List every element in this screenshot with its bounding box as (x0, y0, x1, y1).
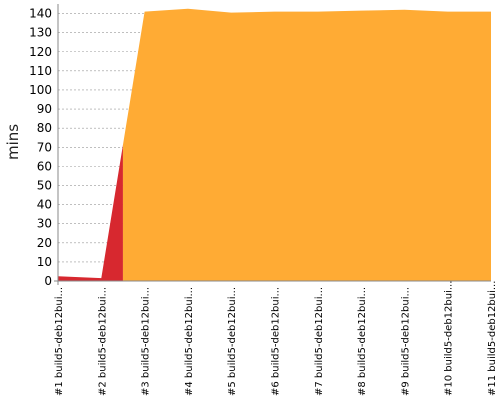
y-tick-label: 10 (37, 255, 52, 269)
y-tick-label: 20 (37, 236, 52, 250)
y-tick-label: 60 (37, 159, 52, 173)
y-tick-label: 80 (37, 121, 52, 135)
y-tick-labels: 0 10 20 30 40 50 60 70 80 90 100 110 120 130 140 (29, 7, 52, 288)
y-tick-label: 140 (29, 7, 52, 21)
y-tick-label: 30 (37, 217, 52, 231)
x-tick-label: #1 build5-deb12bui... (54, 287, 65, 396)
x-tick-label: #7 build5-deb12bui... (314, 287, 325, 396)
y-tick-label: 70 (37, 140, 52, 154)
x-tick-label: #9 build5-deb12bui... (400, 287, 411, 396)
x-tick-label: #6 build5-deb12bui... (271, 287, 282, 396)
series-area-success (122, 8, 491, 282)
y-tick-label: 110 (29, 64, 52, 78)
y-tick-label: 90 (37, 102, 52, 116)
series-area-failed (58, 144, 123, 281)
x-tick-label: #5 build5-deb12bui... (227, 287, 238, 396)
y-tick-label: 100 (29, 83, 52, 97)
x-tick-label: #2 build5-deb12bui... (97, 287, 108, 396)
x-tick-label: #10 build5-deb12bui... (444, 281, 455, 396)
series-areas (58, 8, 491, 282)
y-tick-label: 0 (44, 274, 52, 288)
x-tick-label: #3 build5-deb12bui... (141, 287, 152, 396)
y-tick-label: 120 (29, 45, 52, 59)
x-tick-label: #8 build5-deb12bui... (357, 287, 368, 396)
x-tick-label: #4 build5-deb12bui... (184, 287, 195, 396)
y-axis-title: mins (4, 124, 22, 160)
x-tick-labels: #1 build5-deb12bui... #2 build5-deb12bui.… (54, 281, 498, 396)
y-tick-label: 40 (37, 198, 52, 212)
axes (54, 4, 491, 285)
y-tick-label: 130 (29, 26, 52, 40)
y-tick-label: 50 (37, 178, 52, 192)
x-tick-label: #11 build5-deb12bui... (487, 281, 498, 396)
